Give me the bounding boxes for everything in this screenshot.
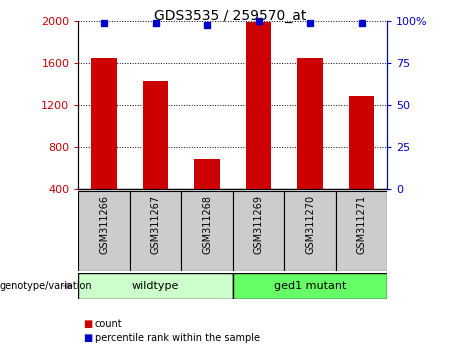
- Text: count: count: [95, 319, 122, 329]
- Bar: [143, 81, 168, 189]
- Text: ged1 mutant: ged1 mutant: [274, 281, 346, 291]
- Bar: [233, 273, 387, 299]
- Text: genotype/variation: genotype/variation: [0, 281, 93, 291]
- Text: GSM311270: GSM311270: [305, 195, 315, 254]
- Bar: [233, 191, 284, 271]
- Text: GSM311271: GSM311271: [356, 195, 366, 254]
- Bar: [194, 159, 220, 189]
- Text: ■: ■: [83, 333, 92, 343]
- Bar: [91, 58, 117, 189]
- Bar: [336, 191, 387, 271]
- Text: ■: ■: [83, 319, 92, 329]
- Text: percentile rank within the sample: percentile rank within the sample: [95, 333, 260, 343]
- Text: wildtype: wildtype: [132, 281, 179, 291]
- Bar: [284, 191, 336, 271]
- Text: GDS3535 / 259570_at: GDS3535 / 259570_at: [154, 9, 307, 23]
- Text: GSM311266: GSM311266: [99, 195, 109, 254]
- Bar: [181, 191, 233, 271]
- Bar: [130, 191, 181, 271]
- Bar: [78, 273, 233, 299]
- Text: GSM311268: GSM311268: [202, 195, 212, 254]
- Bar: [78, 191, 130, 271]
- Bar: [349, 96, 374, 189]
- Text: GSM311267: GSM311267: [151, 195, 160, 254]
- Text: GSM311269: GSM311269: [254, 195, 264, 254]
- Bar: [297, 58, 323, 189]
- Bar: [246, 22, 272, 189]
